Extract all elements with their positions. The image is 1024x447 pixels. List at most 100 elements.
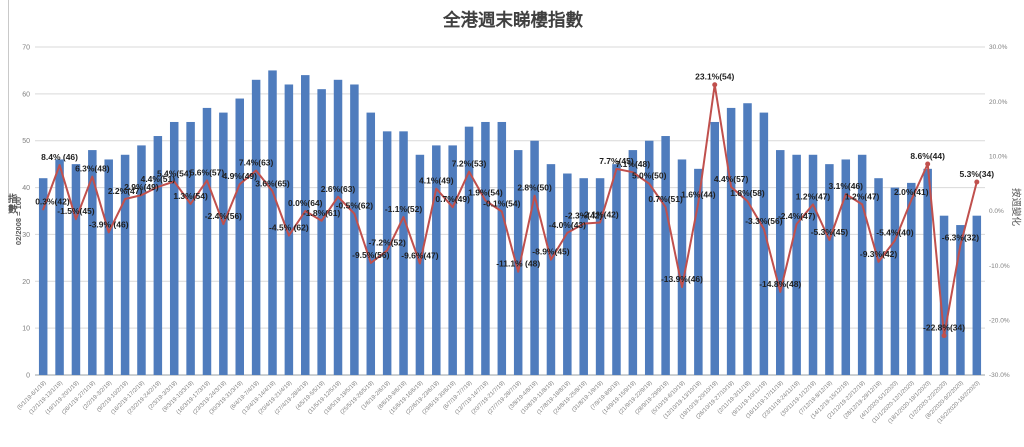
index-bar	[874, 178, 883, 375]
index-bar	[726, 107, 736, 376]
index-bar	[268, 70, 277, 375]
index-bar	[120, 154, 130, 375]
data-label: 8.6%(44)	[910, 151, 945, 161]
left-axis-tick-label: 40	[22, 185, 30, 192]
left-axis-title-cjk: 指數	[8, 193, 18, 216]
chart-title: 全港週末睇樓指數	[442, 10, 583, 31]
data-label: 23.1%(54)	[695, 72, 734, 82]
data-label: 5.3%(34)	[960, 169, 995, 179]
index-bar	[513, 150, 523, 375]
data-label: -2.1%(42)	[581, 209, 618, 219]
data-label: -2.3%(42)	[565, 211, 602, 221]
index-bar	[972, 215, 982, 375]
data-label: -2.4%(56)	[205, 211, 242, 221]
index-bar	[219, 112, 228, 375]
data-label: -13.9%(46)	[661, 274, 703, 284]
data-label: 7.1%(48)	[616, 159, 651, 169]
data-label: -1.8%(61)	[303, 208, 340, 218]
left-axis-title-scale: 02/2008 = 100	[14, 197, 23, 245]
data-label: 3.1%(46)	[829, 181, 864, 191]
data-label: -1.1%(52)	[385, 204, 422, 214]
index-bar	[841, 159, 851, 375]
left-axis-tick-label: 0	[26, 373, 30, 380]
data-labels: 0.3%(42) 8.4% (46) -1.5%(45) 6.3%(48) -3.9% …	[35, 72, 994, 333]
data-label: 4.9%(49)	[222, 171, 257, 181]
data-label: 4.4%(51)	[141, 174, 176, 184]
data-label: 1.3%(54)	[173, 191, 208, 201]
index-bar	[890, 187, 900, 375]
index-bar	[563, 173, 572, 375]
data-label: 2.0%(41)	[894, 187, 929, 197]
right-axis-tick-label: 10.0%	[989, 154, 1008, 161]
index-bar	[956, 225, 965, 375]
data-label: -5.4%(40)	[876, 228, 913, 238]
data-label: -9.5%(56)	[352, 250, 389, 260]
index-bar	[432, 145, 441, 375]
index-bar	[301, 75, 310, 375]
right-axis-tick-label: -10.0%	[989, 263, 1010, 270]
data-label: 3.6%(65)	[255, 178, 290, 188]
data-label: 5.4%(54)	[157, 168, 192, 178]
index-bar	[104, 159, 113, 375]
right-axis-title: 按週變化	[1010, 188, 1022, 227]
line-point-marker	[712, 82, 718, 88]
index-bar	[776, 150, 785, 375]
data-label: 0.3%(42)	[35, 196, 70, 206]
index-bar	[595, 178, 605, 375]
data-label: 1.6%(44)	[681, 189, 716, 199]
index-bar	[808, 154, 818, 375]
data-label: 2.6%(63)	[321, 184, 356, 194]
index-bar	[792, 154, 801, 375]
index-bar	[71, 164, 81, 375]
index-bar	[759, 112, 769, 375]
index-bar	[202, 107, 212, 376]
data-label: -0.1%(54)	[483, 199, 520, 209]
data-label: 0.0%(64)	[288, 198, 323, 208]
data-label: 1.2%(47)	[796, 191, 831, 201]
data-label: -5.3%(45)	[811, 227, 848, 237]
change-line-series	[42, 82, 980, 339]
data-label: 2.9%(49)	[124, 182, 159, 192]
index-bar	[907, 182, 916, 375]
index-bar-series	[38, 70, 982, 376]
left-axis-tick-label: 70	[22, 45, 30, 52]
index-bar	[235, 98, 244, 376]
data-label: 7.7%(45)	[599, 156, 634, 166]
right-axis-tick-label: -20.0%	[989, 318, 1010, 325]
index-bar	[333, 79, 343, 376]
data-label: 5.0%(50)	[632, 171, 667, 181]
index-bar	[546, 164, 556, 375]
data-label: -9.6%(47)	[401, 250, 438, 260]
index-bar	[448, 145, 457, 375]
data-label: 0.7%(51)	[648, 194, 683, 204]
index-bar	[350, 84, 359, 375]
index-bar	[612, 164, 621, 375]
index-bar	[153, 136, 163, 375]
data-label: 7.2%(53)	[452, 159, 487, 169]
index-bar	[939, 215, 949, 375]
data-label: -4.5% (62)	[269, 223, 309, 233]
change-line	[42, 83, 978, 337]
data-label: -9.3%(42)	[860, 249, 897, 259]
left-axis-tick-label: 60	[22, 91, 30, 98]
index-bar	[382, 131, 392, 375]
data-label: 2.2%(47)	[108, 186, 143, 196]
data-label: 7.4%(63)	[239, 158, 274, 168]
data-label: 2.8%(50)	[517, 183, 552, 193]
data-label: 0.7%(49)	[435, 194, 470, 204]
index-bar	[38, 178, 48, 375]
line-point-marker	[974, 179, 980, 185]
right-axis-ticks: 30.0% 20.0% 10.0% 0.0% -10.0% -20.0% -30.0%	[989, 44, 1010, 379]
right-axis-tick-label: 0.0%	[989, 208, 1004, 215]
right-axis-tick-label: -30.0%	[989, 372, 1010, 379]
data-label: 5.6%(57)	[190, 167, 225, 177]
data-label: -3.9% (46)	[89, 219, 129, 229]
data-label: 1.9%(54)	[468, 188, 503, 198]
data-label: -14.8%(48)	[759, 279, 801, 289]
data-label: -22.8%(34)	[923, 323, 965, 333]
right-axis-tick-label: 30.0%	[989, 44, 1008, 51]
index-bar	[497, 121, 507, 375]
index-bar	[464, 126, 474, 376]
index-bar	[644, 140, 654, 375]
